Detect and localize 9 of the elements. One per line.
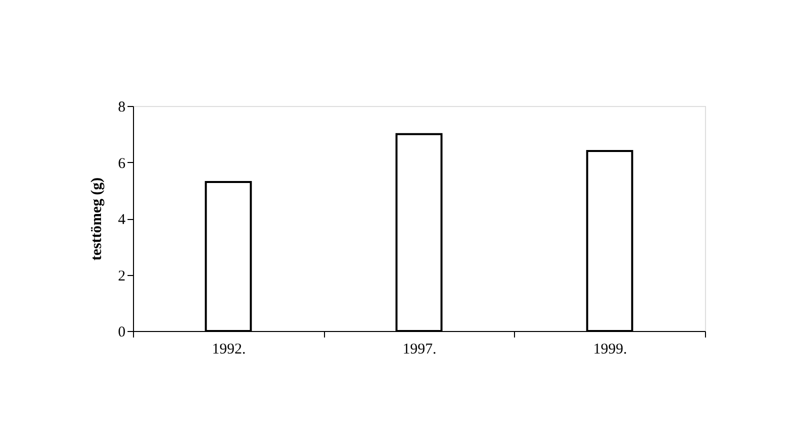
- y-tick-label: 0: [118, 324, 126, 340]
- y-axis-title: testtömeg (g): [89, 178, 105, 260]
- y-tick-label: 2: [118, 268, 126, 284]
- y-tick-label: 4: [118, 212, 126, 228]
- y-tick-label: 6: [118, 156, 126, 172]
- y-tick-label: 8: [118, 100, 126, 116]
- x-tick-label: 1999.: [593, 342, 628, 358]
- x-tick-label: 1992.: [212, 342, 246, 358]
- x-tick-label: 1997.: [402, 342, 436, 358]
